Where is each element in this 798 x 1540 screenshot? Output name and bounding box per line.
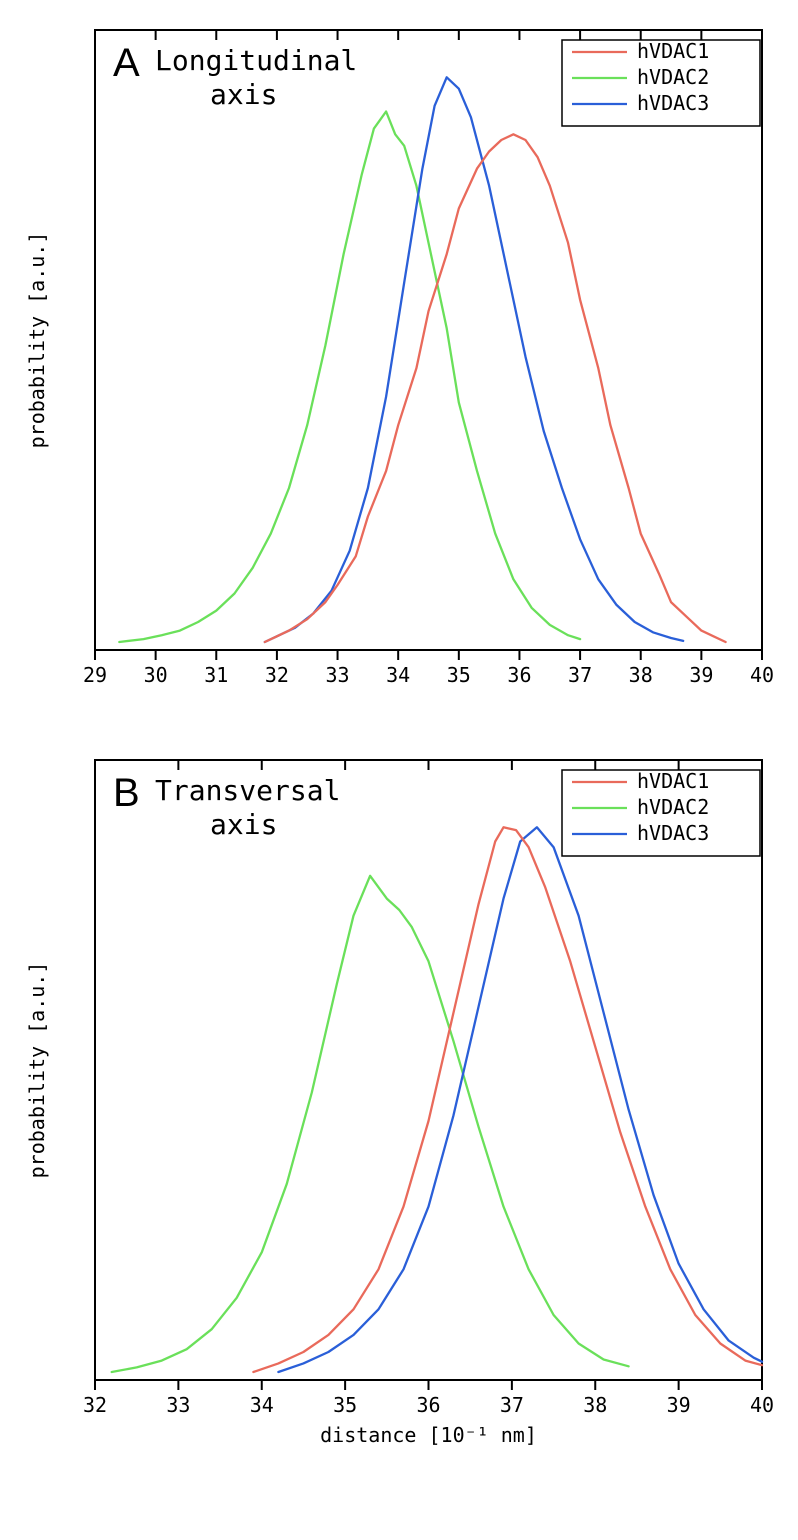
x-tick-label: 39 (689, 663, 713, 687)
x-tick-label: 38 (583, 1393, 607, 1417)
panel-title-line2: axis (210, 78, 277, 111)
panel-a: 29 30 31 32 33 34 35 36 37 38 39 40 probability [a.u… (20, 20, 778, 720)
x-tick-label: 37 (568, 663, 592, 687)
x-tick-label: 33 (325, 663, 349, 687)
legend-label: hVDAC2 (637, 65, 709, 89)
y-axis-label: probability [a.u.] (25, 962, 49, 1179)
panel-title-line2: axis (210, 808, 277, 841)
x-tick-label: 32 (265, 663, 289, 687)
x-tick-label: 34 (386, 663, 410, 687)
x-tick-label: 40 (750, 1393, 774, 1417)
panel-title-line1: Transversal (155, 774, 340, 807)
panel-title-line1: Longitudinal (155, 44, 357, 77)
x-tick-label: 37 (500, 1393, 524, 1417)
panel-letter: A (113, 41, 140, 85)
x-tick-label: 35 (333, 1393, 357, 1417)
legend-label: hVDAC1 (637, 769, 709, 793)
figure-container: 29 30 31 32 33 34 35 36 37 38 39 40 probability [a.u… (20, 20, 778, 1490)
x-tick-label: 36 (416, 1393, 440, 1417)
x-tick-label: 31 (204, 663, 228, 687)
x-tick-label: 38 (629, 663, 653, 687)
x-axis-label: distance [10⁻¹ nm] (320, 1423, 537, 1447)
legend-label: hVDAC2 (637, 795, 709, 819)
x-tick-label: 33 (166, 1393, 190, 1417)
x-tick-label: 29 (83, 663, 107, 687)
x-tick-label: 36 (507, 663, 531, 687)
x-tick-label: 30 (144, 663, 168, 687)
x-tick-label: 32 (83, 1393, 107, 1417)
x-tick-label: 34 (250, 1393, 274, 1417)
legend-label: hVDAC3 (637, 91, 709, 115)
y-axis-label: probability [a.u.] (25, 232, 49, 449)
legend-label: hVDAC1 (637, 39, 709, 63)
x-tick-label: 40 (750, 663, 774, 687)
x-tick-label: 35 (447, 663, 471, 687)
x-tick-label: 39 (667, 1393, 691, 1417)
panel-letter: B (113, 771, 140, 815)
legend-label: hVDAC3 (637, 821, 709, 845)
panel-b: 32 33 34 35 36 37 38 39 40 probability [a.u.] B Tra… (20, 750, 778, 1490)
